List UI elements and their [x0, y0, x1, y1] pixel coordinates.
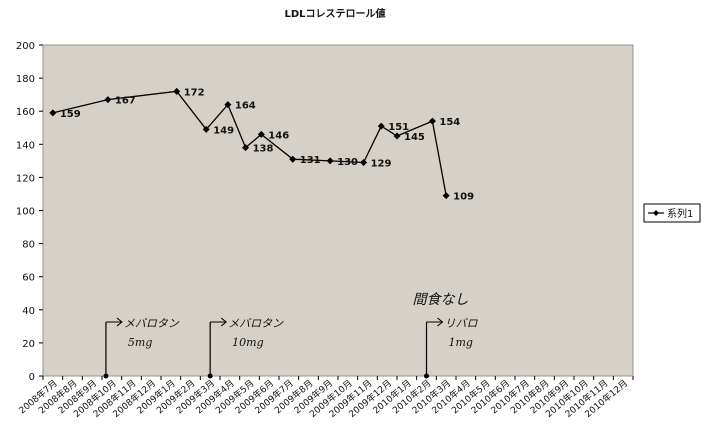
- data-point: [442, 192, 450, 200]
- annotation-dose: 5mg: [128, 336, 152, 349]
- annotation-dot: [207, 373, 213, 379]
- annotation-dot: [424, 373, 429, 379]
- data-label: 109: [453, 192, 474, 203]
- series-line: [52, 90, 447, 196]
- data-label: 159: [60, 109, 81, 120]
- data-label: 149: [213, 125, 234, 136]
- annotation-dot: [103, 373, 109, 379]
- data-label: 146: [268, 130, 289, 141]
- plot-area: [42, 44, 634, 377]
- data-point: [242, 144, 250, 152]
- data-point: [224, 101, 232, 109]
- y-tick-label: 120: [16, 173, 35, 184]
- data-point: [377, 122, 385, 130]
- data-label: 167: [115, 96, 136, 107]
- x-axis: 2008年7月2008年8月2008年9月2008年10月2008年11月200…: [16, 376, 634, 420]
- data-label: 154: [439, 117, 460, 128]
- annotation-drug: メバロタン: [228, 317, 284, 330]
- annotation-drug: リバロ: [445, 317, 479, 330]
- legend-box: [643, 203, 701, 223]
- annotation-arrow: [426, 317, 444, 327]
- y-tick-label: 0: [29, 372, 35, 383]
- y-tick-label: 60: [22, 273, 35, 284]
- y-tick-label: 200: [16, 41, 35, 52]
- data-point: [173, 87, 181, 95]
- data-point: [202, 125, 210, 133]
- annotation-dose: 1mg: [449, 336, 473, 349]
- data-point: [289, 155, 297, 163]
- data-point: [360, 159, 368, 167]
- data-label: 138: [253, 144, 274, 155]
- y-tick-label: 140: [16, 140, 35, 151]
- annotation-arrow: [105, 317, 123, 327]
- data-label: 151: [388, 122, 409, 133]
- legend-marker: [653, 210, 659, 216]
- annotation-dose: 10mg: [232, 336, 263, 349]
- y-tick-label: 160: [16, 107, 35, 118]
- y-tick-label: 180: [16, 74, 35, 85]
- data-point: [428, 117, 436, 125]
- data-point: [393, 132, 401, 140]
- annotation-arrow: [210, 317, 228, 327]
- legend-label: 系列1: [667, 207, 693, 220]
- y-tick-label: 100: [16, 207, 35, 218]
- y-axis: 0 20 40 60 80 100 120 140 160 180 200: [16, 41, 43, 383]
- data-point: [49, 109, 57, 117]
- data-point: [326, 157, 334, 165]
- y-tick-label: 40: [22, 306, 35, 317]
- data-label: 172: [184, 87, 205, 98]
- data-label: 131: [300, 155, 321, 166]
- data-label: 129: [371, 159, 392, 170]
- y-tick-label: 20: [22, 339, 35, 350]
- data-label: 145: [404, 132, 425, 143]
- data-point: [257, 130, 265, 138]
- data-label: 164: [235, 101, 256, 112]
- data-label: 130: [337, 157, 358, 168]
- annotation-heading: 間食なし: [413, 292, 469, 308]
- data-point: [104, 96, 112, 104]
- y-tick-label: 80: [22, 240, 35, 251]
- legend: 系列1: [643, 203, 701, 223]
- chart-title: LDLコレステロール値: [284, 7, 385, 20]
- annotation-drug: メバロタン: [124, 317, 180, 330]
